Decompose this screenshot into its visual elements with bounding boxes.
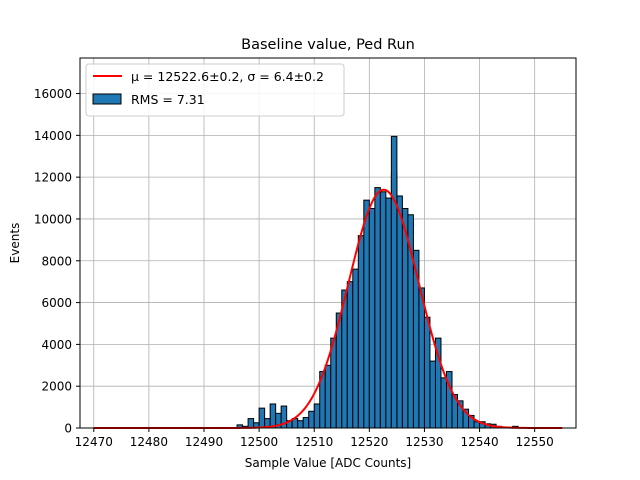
plot-frame [79,57,577,429]
x-tick-label: 12470 [75,435,113,449]
x-tick-label: 12540 [460,435,498,449]
histogram-bar [346,281,354,429]
y-tick-label: 12000 [34,171,72,185]
histogram-bar [401,208,409,429]
y-tick-label: 2000 [41,380,72,394]
y-tick-label: 0 [64,422,72,436]
x-tick-label: 12520 [350,435,388,449]
histogram-bar [313,403,321,429]
legend-hist-label: RMS = 7.31 [131,92,205,107]
histogram-bar [352,268,359,429]
histogram-bar [302,417,310,429]
histogram-bar [324,364,332,429]
x-tick-label: 12510 [295,435,333,449]
legend-box [85,63,345,117]
legend-fit-label: μ = 12522.6±0.2, σ = 6.4±0.2 [131,69,324,84]
histogram-bar [297,420,304,429]
x-tick-label: 12500 [240,435,278,449]
histogram-bar [368,208,376,429]
histogram-bar [440,377,447,429]
legend: μ = 12522.6±0.2, σ = 6.4±0.2 RMS = 7.31 [85,63,345,117]
histogram-bar [258,407,266,429]
histogram-bar [429,360,436,429]
histogram-bar [247,418,255,429]
chart-title: Baseline value, Ped Run [241,37,415,53]
histogram-bar [423,316,431,429]
histogram-bar [374,187,381,429]
legend-hist-swatch [92,93,122,105]
histogram-bar [308,410,315,429]
histogram-bar [363,199,370,429]
y-tick-label: 14000 [34,129,72,143]
y-axis-ticks: 0 2000 4000 6000 8000 10000 12000 14000 16000 [34,87,80,436]
x-axis-ticks: 12470 12480 12490 12500 12510 12520 12530 12540… [75,428,554,449]
histogram-bar [385,197,392,429]
x-tick-label: 12490 [185,435,223,449]
y-tick-label: 8000 [41,254,72,268]
y-tick-label: 6000 [41,296,72,310]
x-tick-label: 12550 [516,435,554,449]
histogram-bar [330,337,337,429]
x-axis-label: Sample Value [ADC Counts] [245,456,411,470]
histogram-bar [357,235,365,429]
y-tick-label: 16000 [34,87,72,101]
x-tick-label: 12480 [130,435,168,449]
histogram-bar [390,135,398,429]
histogram-bar [379,191,387,429]
histogram-bar [418,287,425,429]
y-axis-label: Events [8,223,22,264]
y-tick-label: 10000 [34,212,72,226]
histogram-bar [396,195,403,429]
histogram-bar [269,403,277,429]
x-tick-label: 12530 [405,435,443,449]
y-tick-label: 4000 [41,338,72,352]
